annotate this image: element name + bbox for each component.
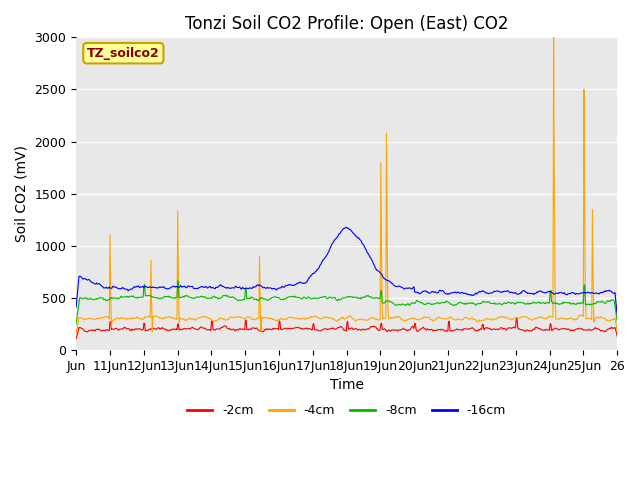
Text: TZ_soilco2: TZ_soilco2 bbox=[87, 47, 160, 60]
X-axis label: Time: Time bbox=[330, 378, 364, 392]
Legend: -2cm, -4cm, -8cm, -16cm: -2cm, -4cm, -8cm, -16cm bbox=[182, 399, 511, 422]
Title: Tonzi Soil CO2 Profile: Open (East) CO2: Tonzi Soil CO2 Profile: Open (East) CO2 bbox=[185, 15, 508, 33]
Y-axis label: Soil CO2 (mV): Soil CO2 (mV) bbox=[15, 145, 29, 242]
